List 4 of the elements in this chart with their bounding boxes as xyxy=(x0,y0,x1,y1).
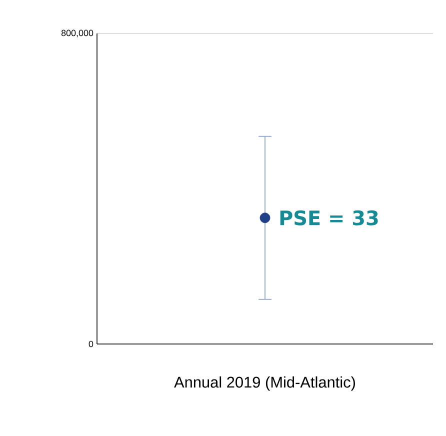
x-axis-title: Annual 2019 (Mid-Atlantic) xyxy=(174,376,355,391)
y-tick-label: 800,000 xyxy=(61,30,94,38)
annotation: PSE = 33 xyxy=(280,210,378,226)
y-tick-label: 0 xyxy=(88,340,94,348)
